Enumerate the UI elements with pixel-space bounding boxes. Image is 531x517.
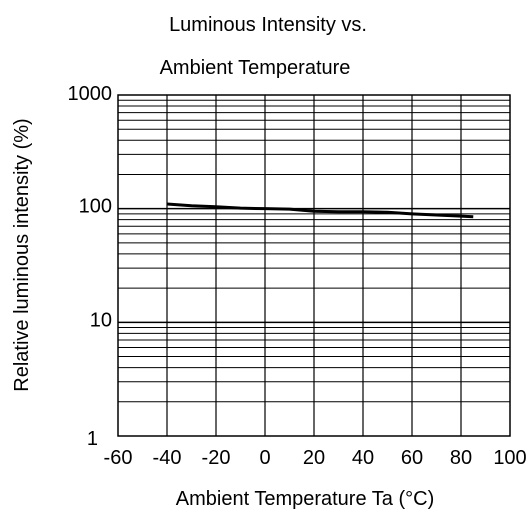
x-tick-label: 20 [303, 447, 325, 469]
x-tick-label: 100 [493, 447, 526, 469]
y-tick-label: 1000 [68, 83, 113, 105]
y-tick-label: 100 [79, 196, 112, 218]
plot-frame [117, 94, 511, 437]
x-tick-label: 0 [259, 447, 270, 469]
x-axis-label: Ambient Temperature Ta (°C) [176, 488, 434, 510]
chart-title-line-2: Ambient Temperature [160, 57, 351, 79]
chart-title-line-1: Luminous Intensity vs. [169, 14, 367, 36]
x-tick-label: -60 [104, 447, 133, 469]
x-tick-label: 60 [401, 447, 423, 469]
x-tick-label: -20 [202, 447, 231, 469]
y-tick-label: 10 [90, 309, 112, 331]
y-axis-label: Relative luminous intensity (%) [11, 118, 33, 391]
y-tick-label: 1 [87, 428, 98, 450]
grid [118, 95, 510, 436]
tick-labels: -60 -40 -20 0 20 40 60 80 100 1 10 100 1000 [68, 83, 527, 469]
x-tick-label: -40 [153, 447, 182, 469]
series-group [166, 202, 474, 219]
series-line [166, 202, 474, 219]
x-tick-label: 40 [352, 447, 374, 469]
x-tick-label: 80 [450, 447, 472, 469]
